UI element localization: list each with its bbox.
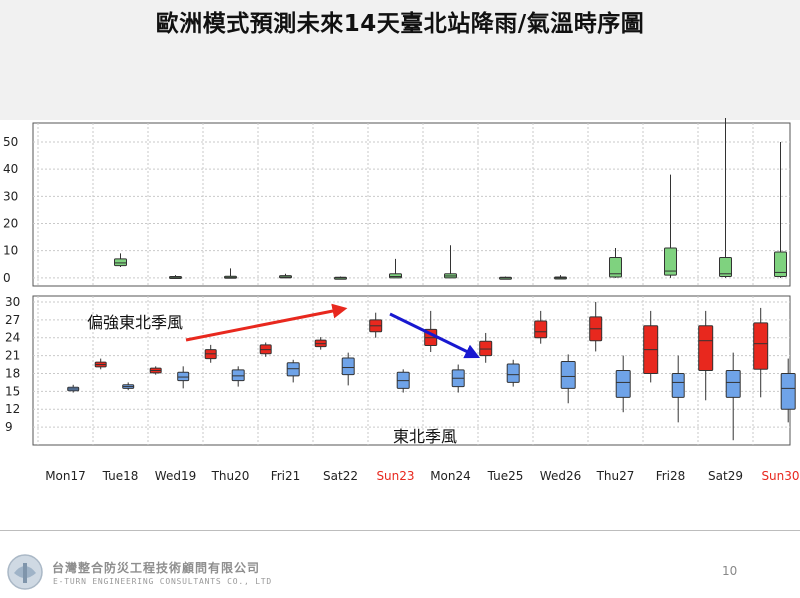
temp-box-cold: [341, 357, 355, 376]
rain-ytick-label: 20: [3, 217, 18, 231]
temp-ytick-label: 30: [5, 295, 20, 309]
temp-ytick-label: 15: [5, 384, 20, 398]
temp-ytick-label: 21: [5, 349, 20, 363]
temp-ytick-label: 12: [5, 402, 20, 416]
rain-box: [719, 256, 732, 277]
temp-box-warm: [534, 320, 548, 339]
day-label: Tue18: [102, 469, 139, 483]
day-label: Thu20: [211, 469, 250, 483]
temp-box-cold: [671, 372, 685, 398]
title-band: [0, 0, 800, 120]
rain-plot-frame: [32, 122, 791, 287]
day-label: Fri21: [271, 469, 301, 483]
temp-box-warm: [698, 325, 714, 372]
day-label: Wed19: [155, 469, 196, 483]
rain-box: [114, 258, 127, 267]
rain-box: [664, 247, 677, 276]
cold-trend-arrow: [389, 312, 481, 359]
temp-box-cold: [286, 362, 300, 377]
temp-box-cold: [506, 363, 520, 383]
page-title: 歐洲模式預測未來14天臺北站降雨/氣溫時序圖: [155, 11, 645, 37]
temp-ytick-label: 27: [5, 313, 20, 327]
temp-box-cold: [560, 361, 576, 389]
rain-ytick-label: 0: [3, 271, 11, 285]
temp-box-cold: [725, 370, 741, 398]
footer-divider: [0, 530, 800, 531]
warm-arrow-label: 偏強東北季風: [87, 313, 183, 332]
warm-trend-arrow: [185, 303, 348, 342]
forecast-chart: 0 10 20 30 40 50 9 12 15 18 21 24 27 30 Mon17 Tue18 Wed1…: [3, 118, 800, 483]
rain-box: [774, 251, 787, 277]
day-label: Sat29: [708, 469, 743, 483]
temp-box-warm: [753, 322, 769, 370]
rain-ytick-label: 40: [3, 162, 18, 176]
day-label: Tue25: [487, 469, 524, 483]
day-label: Wed26: [540, 469, 581, 483]
rain-ytick-label: 30: [3, 189, 18, 203]
temp-ytick-label: 18: [5, 366, 20, 380]
page-number: 10: [722, 564, 738, 578]
rain-box: [609, 256, 622, 278]
temp-ytick-label: 24: [5, 331, 20, 345]
day-label: Mon17: [45, 469, 86, 483]
day-label: Sat22: [323, 469, 358, 483]
temp-box-cold: [231, 369, 245, 382]
rain-ytick-label: 50: [3, 135, 18, 149]
temp-box-cold: [177, 371, 190, 382]
company-logo-icon: [7, 554, 43, 590]
temp-box-cold: [615, 370, 631, 398]
day-label: Sun30: [761, 469, 799, 483]
day-label: Mon24: [430, 469, 471, 483]
rain-ytick-label: 10: [3, 244, 18, 258]
temp-box-warm: [479, 340, 493, 357]
day-label: Sun23: [376, 469, 414, 483]
cold-label: 東北季風: [393, 427, 457, 446]
day-label: Fri28: [656, 469, 686, 483]
rain-box: [389, 273, 402, 279]
company-name-en: E-TURN ENGINEERING CONSULTANTS CO., LTD: [53, 577, 273, 586]
day-label: Thu27: [596, 469, 635, 483]
company-name: 台灣整合防災工程技術顧問有限公司: [52, 561, 261, 575]
temp-box-cold: [780, 372, 796, 410]
temp-ytick-label: 9: [5, 420, 13, 434]
